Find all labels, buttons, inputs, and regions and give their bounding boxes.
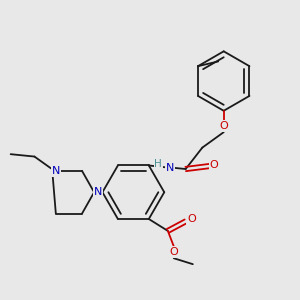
Text: N: N	[94, 187, 102, 197]
Text: O: O	[187, 214, 196, 224]
Text: H: H	[154, 159, 162, 169]
Text: O: O	[219, 121, 228, 131]
Text: N: N	[166, 163, 174, 173]
Text: N: N	[52, 166, 60, 176]
Text: O: O	[169, 247, 178, 257]
Text: O: O	[210, 160, 219, 170]
